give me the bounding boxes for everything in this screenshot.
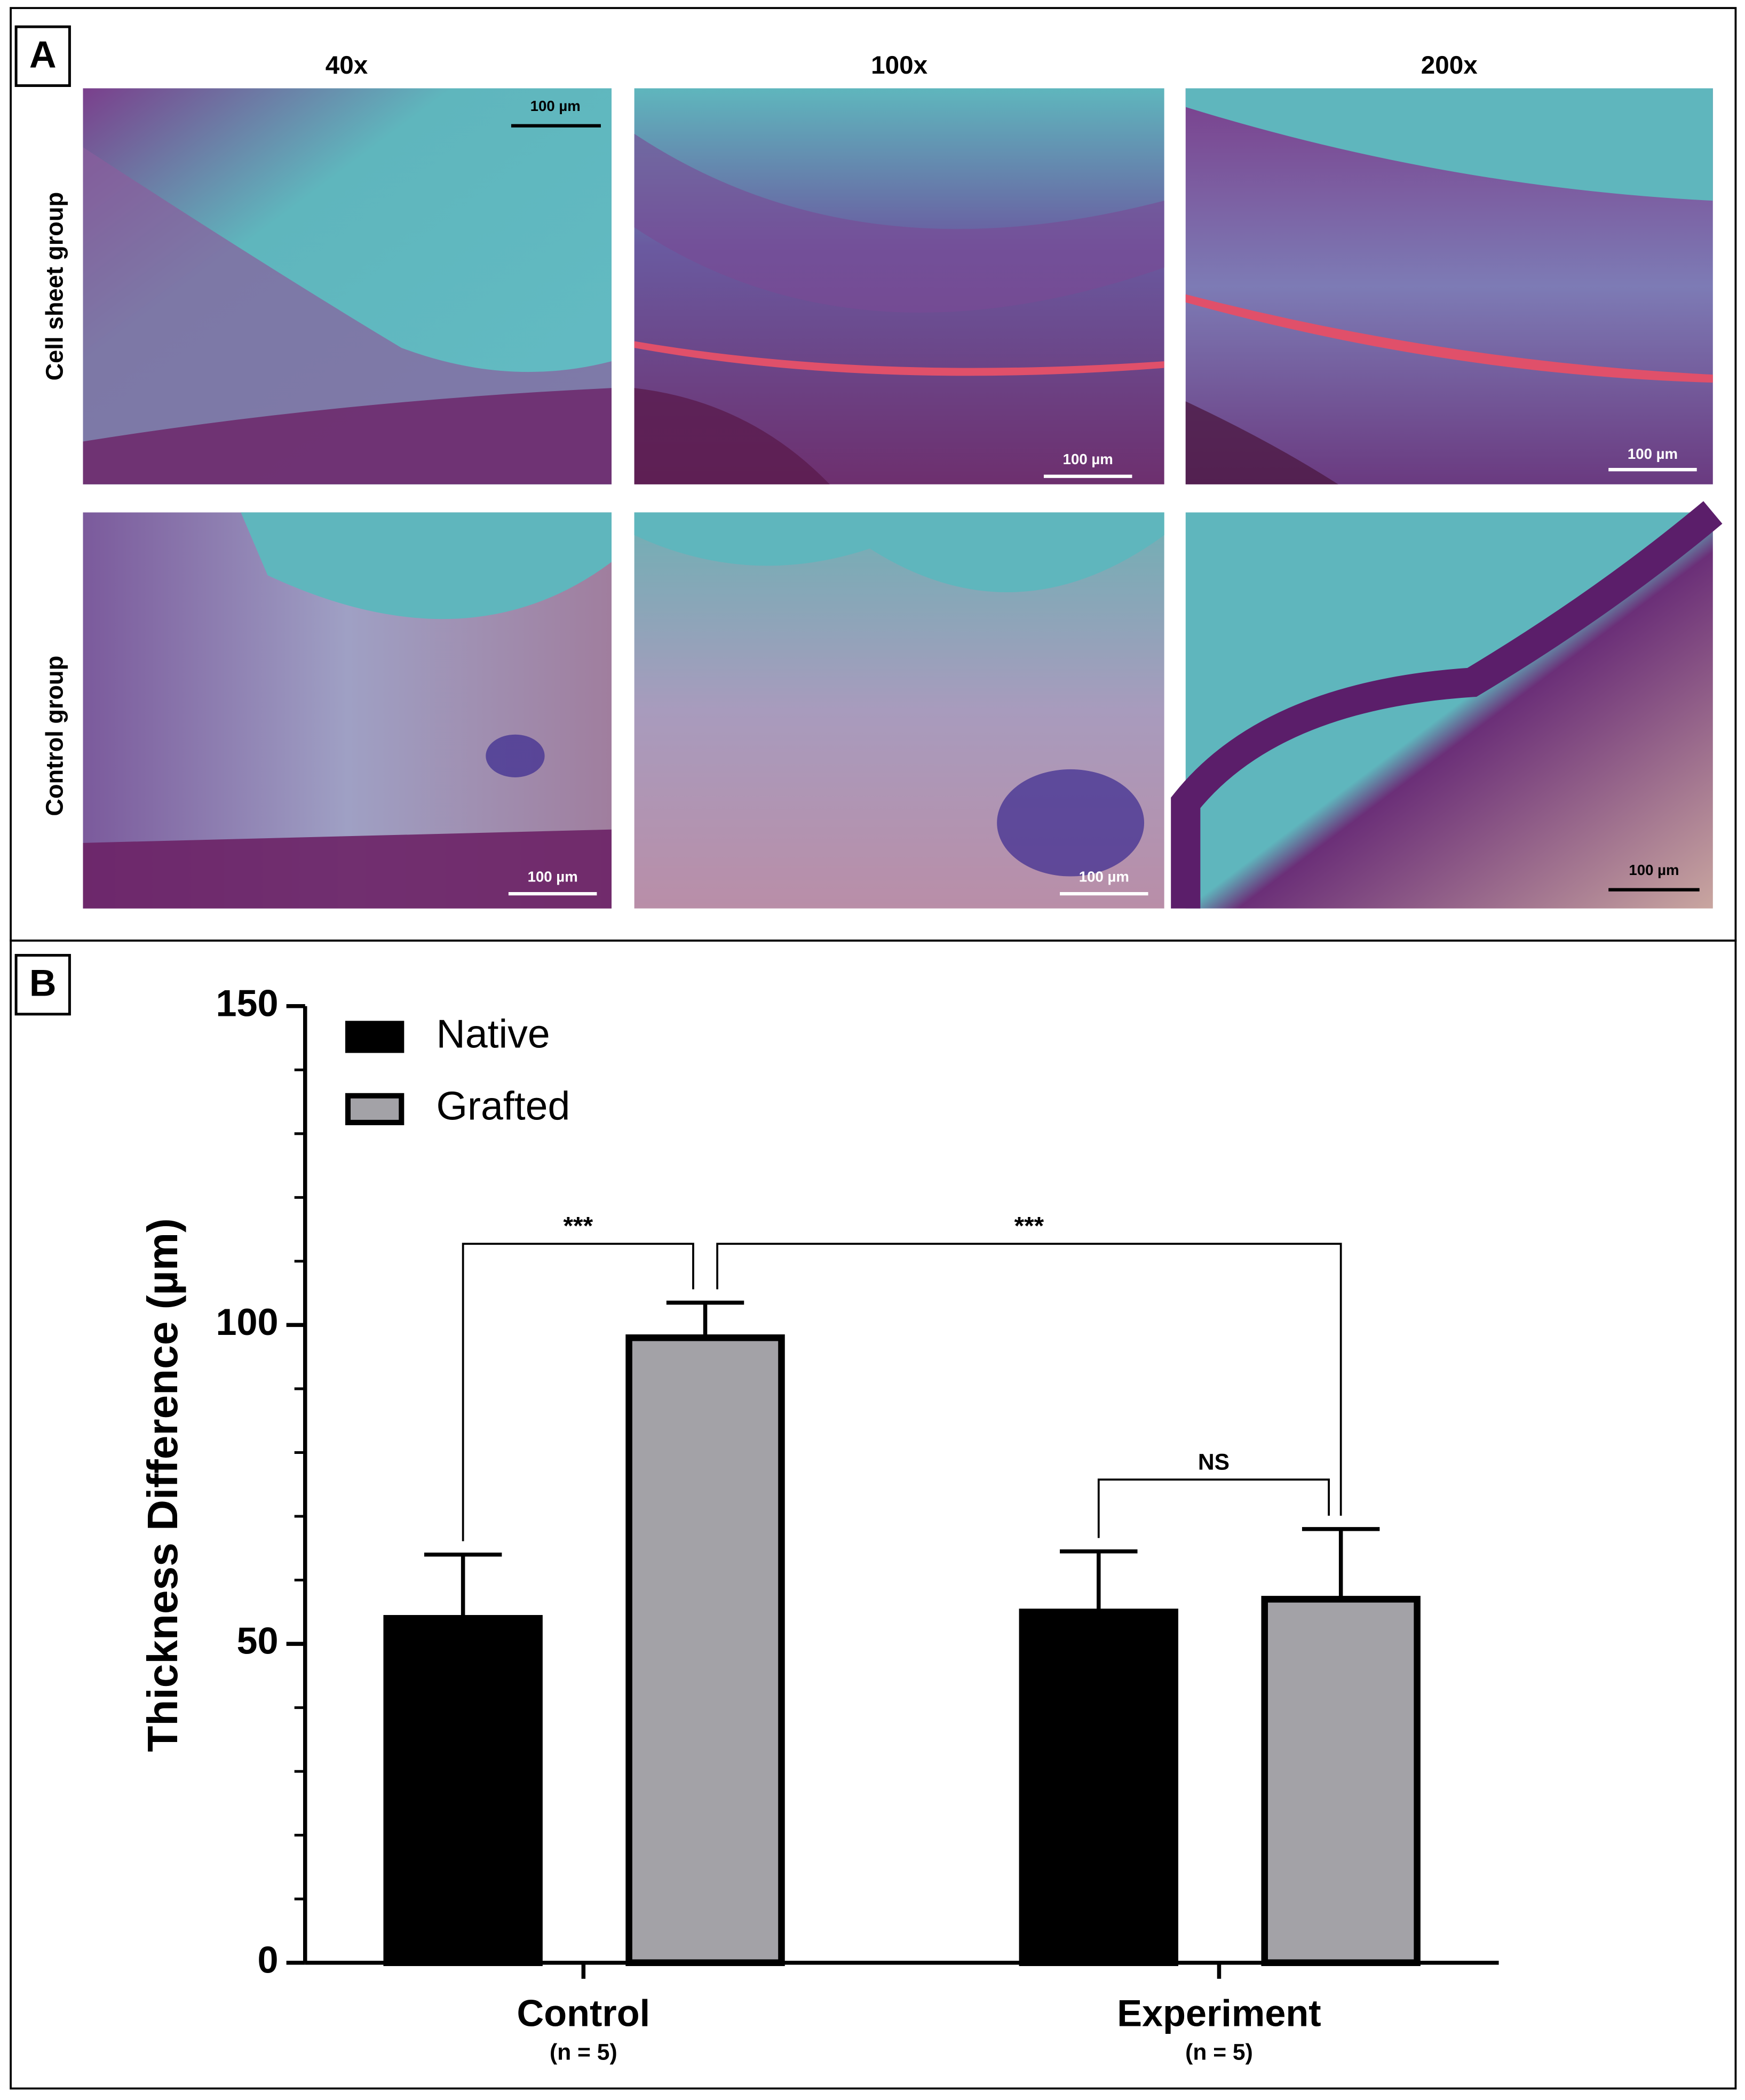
y-axis-label: Thickness Difference (µm): [139, 1218, 187, 1752]
x-tick-label: Experiment: [1117, 1992, 1321, 2034]
significance-label: ***: [564, 1212, 593, 1240]
micrograph: 100 µm: [83, 88, 612, 484]
scale-bar-label: 100 µm: [530, 98, 581, 114]
scale-bar-label: 100 µm: [1079, 868, 1129, 885]
legend-swatch: [345, 1021, 404, 1053]
scale-bar-label: 100 µm: [1628, 446, 1678, 462]
significance-label: ***: [1014, 1212, 1044, 1240]
scale-bar-label: 100 µm: [528, 868, 578, 885]
panel-b-border: [10, 939, 1737, 2090]
micrograph: 100 µm: [1171, 501, 1723, 909]
y-tick-label: 0: [258, 1938, 279, 1980]
scale-bar-label: 100 µm: [1063, 451, 1113, 467]
bar: [625, 1334, 785, 1966]
panel-label: A: [29, 33, 57, 75]
category-note: (n = 5): [1185, 2040, 1253, 2065]
scale-bar-label: 100 µm: [1629, 862, 1679, 878]
column-label: 40x: [326, 51, 368, 79]
legend-swatch: [345, 1093, 404, 1125]
bar: [1261, 1596, 1421, 1966]
bar: [1019, 1609, 1178, 1966]
legend-label: Grafted: [437, 1084, 570, 1128]
panel-label-box: [14, 25, 71, 87]
micrograph: 100 µm: [634, 88, 1164, 484]
micrograph: 100 µm: [83, 512, 612, 909]
bar: [383, 1614, 543, 1966]
panel-label-box: [14, 953, 71, 1016]
row-label: Control group: [41, 656, 68, 816]
y-tick-label: 50: [237, 1620, 279, 1662]
significance-bracket: [462, 1243, 694, 1541]
significance-bracket: [1097, 1478, 1330, 1538]
legend-label: Native: [437, 1011, 550, 1056]
micrograph: 100 µm: [634, 512, 1164, 909]
panel-label: B: [29, 962, 57, 1004]
category-note: (n = 5): [550, 2040, 617, 2065]
column-label: 200x: [1421, 51, 1478, 79]
micrograph: 100 µm: [1185, 88, 1713, 484]
y-tick-label: 150: [216, 982, 278, 1024]
x-tick-label: Control: [517, 1992, 651, 2034]
row-label: Cell sheet group: [41, 192, 68, 381]
column-label: 100x: [871, 51, 927, 79]
y-tick-label: 100: [216, 1301, 278, 1343]
significance-bracket: [716, 1243, 1342, 1516]
significance-label: NS: [1198, 1449, 1230, 1475]
